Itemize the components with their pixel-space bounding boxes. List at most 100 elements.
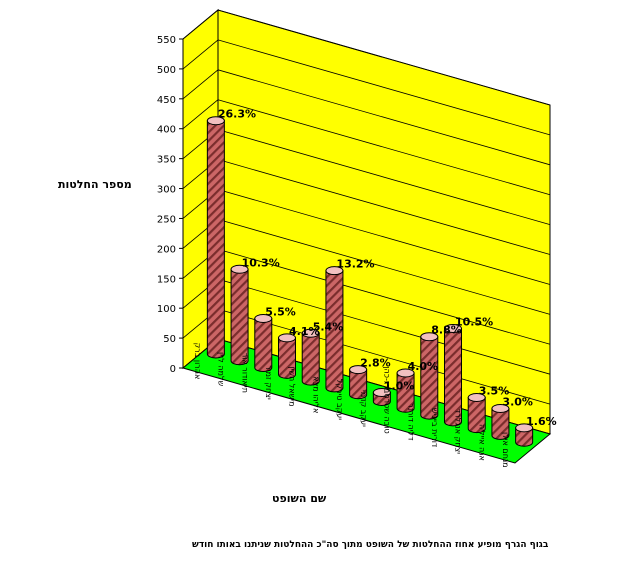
gridline-left (182, 99, 219, 130)
bar-body (349, 369, 368, 400)
gridline-back (217, 248, 551, 345)
data-label: 2.8% (360, 357, 391, 370)
bar-body (206, 120, 225, 359)
x-tick-label: יעקב טירקל (335, 379, 344, 421)
x-tick-label: מישאל חשין (288, 366, 297, 406)
x-tick-label: יעקב קדמי (359, 390, 368, 427)
gridline-back (217, 159, 551, 255)
data-label: 1.0% (384, 380, 415, 393)
data-label: 4.0% (408, 360, 439, 373)
bar-top (349, 365, 368, 375)
data-label: 13.2% (336, 258, 374, 271)
bar (349, 365, 368, 400)
y-tick-label: 50 (163, 334, 176, 345)
x-tick-label: אהרון ברק (193, 343, 202, 380)
gridline-back (217, 189, 551, 285)
y-axis-title: מספר החלטות (58, 178, 132, 191)
y-tick-label: 100 (157, 304, 176, 315)
bar-body (254, 318, 273, 373)
bar (372, 388, 391, 406)
bar-body (230, 268, 249, 366)
x-tick-label: טובה שטרסברג-כהן (383, 366, 392, 433)
bar-top (301, 328, 320, 338)
data-label: 8.8% (431, 324, 462, 337)
gridline-back (217, 9, 551, 106)
gridline-back (217, 69, 551, 166)
x-tick-label: יצחק זמיר (264, 365, 273, 400)
data-label: 10.5% (455, 316, 493, 329)
bar (444, 324, 462, 427)
x-tick-label: מנחם אילן (501, 432, 510, 468)
x-tick-label: תיאודור אור (240, 353, 249, 393)
bar-body (467, 397, 486, 434)
bar-top (420, 332, 439, 342)
y-tick-label: 550 (157, 35, 176, 46)
bar (420, 332, 439, 420)
x-tick-label: יצחק אנגלרד (454, 409, 463, 454)
data-label: 3.5% (479, 385, 510, 398)
gridline-back (217, 129, 551, 226)
bar (467, 393, 486, 434)
gridline-left (182, 69, 219, 100)
gridline-left (182, 39, 219, 70)
bar-top (278, 333, 296, 343)
y-tick-label: 400 (157, 125, 176, 136)
bar-body (278, 337, 296, 379)
data-label: 3.0% (502, 396, 533, 409)
gridline-left (182, 9, 219, 40)
bar-body (325, 270, 344, 393)
bar-body (491, 408, 510, 440)
bar-top (206, 116, 225, 126)
x-tick-label: דליה דורנר (406, 403, 415, 441)
gridline-back (217, 278, 551, 375)
y-tick-label: 300 (157, 185, 176, 196)
bar-top (444, 324, 462, 334)
x-tick-label: שלמה לוין (217, 352, 226, 386)
x-axis-title: שם השופט (272, 492, 327, 505)
bar-top (254, 314, 273, 324)
y-tick-label: 200 (157, 244, 176, 255)
bar (515, 423, 534, 447)
bar (301, 328, 320, 386)
bar (396, 368, 415, 413)
x-tick-label: דורית בייניש (430, 408, 439, 448)
bar (254, 314, 273, 373)
bar (206, 116, 225, 359)
gridline-back (217, 218, 551, 315)
bar-top (396, 368, 415, 378)
bar-top (515, 423, 534, 433)
gridline-back (217, 39, 551, 136)
data-label: 4.1% (289, 325, 320, 338)
bar-body (515, 427, 534, 447)
chart-caption: בגוף הגרף מופיע אחוז ההחלטות של השופט מת… (192, 540, 549, 550)
bar-body (444, 328, 462, 427)
data-label: 26.3% (218, 108, 256, 121)
x-tick-label: אליהו מצא (311, 376, 320, 413)
gridline-back (217, 308, 551, 405)
bar-top (467, 393, 486, 403)
data-label: 5.4% (313, 320, 344, 333)
y-tick-label: 500 (157, 65, 176, 76)
bar-body (301, 332, 320, 386)
y-tick-label: 450 (157, 95, 176, 106)
gridline-back (217, 99, 551, 196)
y-tick-label: 350 (157, 155, 176, 166)
bar-top (325, 266, 344, 276)
bar (230, 264, 249, 366)
bar-top (491, 404, 510, 414)
bar (491, 404, 510, 440)
bar (325, 266, 344, 393)
data-label: 1.6% (526, 415, 557, 428)
x-tick-label: אנה אייליה (477, 424, 486, 461)
bar-body (420, 336, 439, 420)
y-tick-label: 250 (157, 214, 176, 225)
bar-top (230, 264, 249, 274)
bar-top (372, 388, 391, 398)
y-tick-label: 0 (170, 364, 176, 375)
y-tick-label: 150 (157, 274, 176, 285)
data-label: 10.3% (242, 256, 280, 269)
data-label: 5.5% (265, 306, 296, 319)
bar-body (396, 372, 415, 413)
bar (278, 333, 296, 379)
